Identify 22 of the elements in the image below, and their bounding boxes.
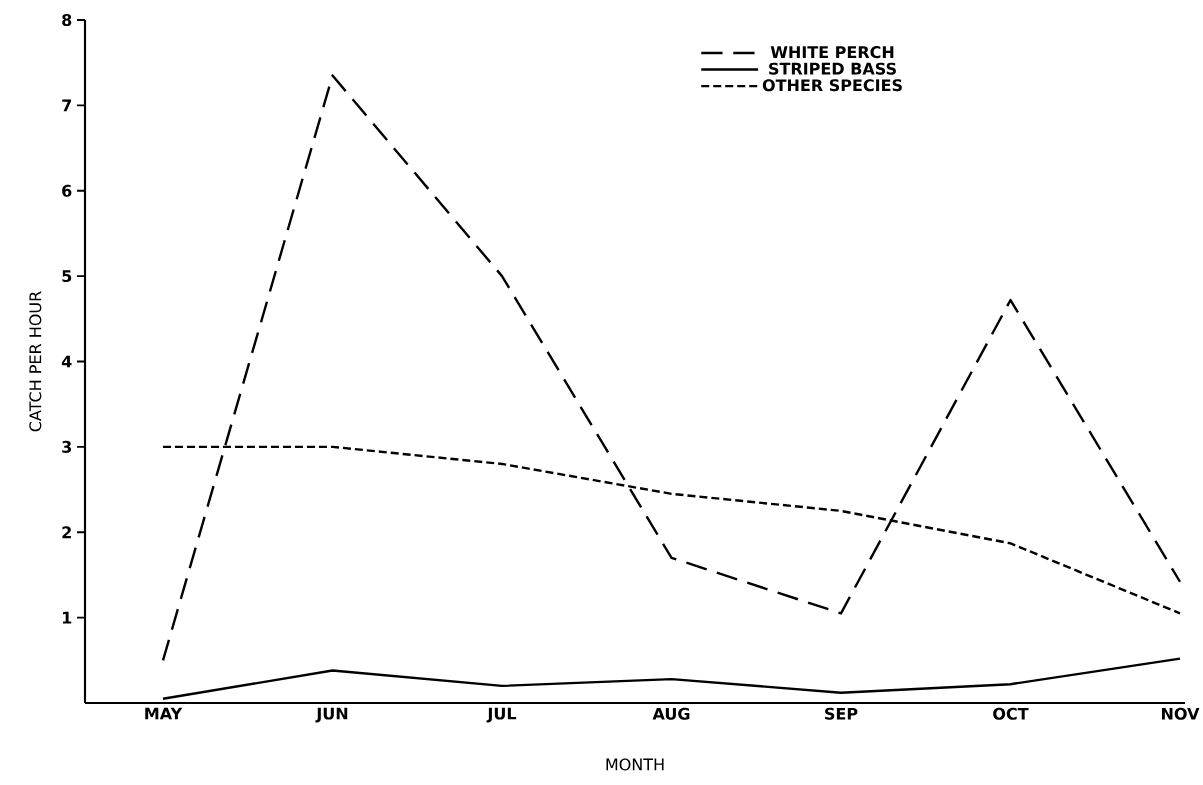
x-tick-label: NOV — [1161, 707, 1200, 720]
y-tick-label: 1 — [62, 611, 72, 624]
y-tick-label: 6 — [62, 184, 72, 197]
y-tick-label: 3 — [62, 440, 72, 453]
y-axis-title: CATCH PER HOUR — [29, 291, 42, 432]
x-tick-label: JUN — [315, 707, 348, 723]
legend-label: STRIPED BASS — [769, 62, 896, 75]
line-series — [161, 74, 1182, 662]
line-series — [161, 657, 1182, 700]
y-tick-label: 2 — [62, 526, 71, 539]
y-tick-label: 7 — [62, 99, 72, 112]
x-tick-label: MAY — [145, 707, 183, 720]
x-tick-label: JUL — [486, 707, 517, 723]
legend-label: OTHER SPECIES — [762, 79, 902, 92]
legend-label: WHITE PERCH — [770, 46, 894, 59]
y-tick-label: 4 — [61, 355, 72, 368]
x-tick-label: SEP — [825, 707, 858, 720]
x-tick-label: OCT — [993, 707, 1029, 720]
y-tick-label: 5 — [62, 270, 72, 283]
x-tick-label: AUG — [652, 707, 690, 720]
x-axis-title: MONTH — [606, 758, 664, 771]
y-tick-label: 8 — [62, 13, 72, 27]
